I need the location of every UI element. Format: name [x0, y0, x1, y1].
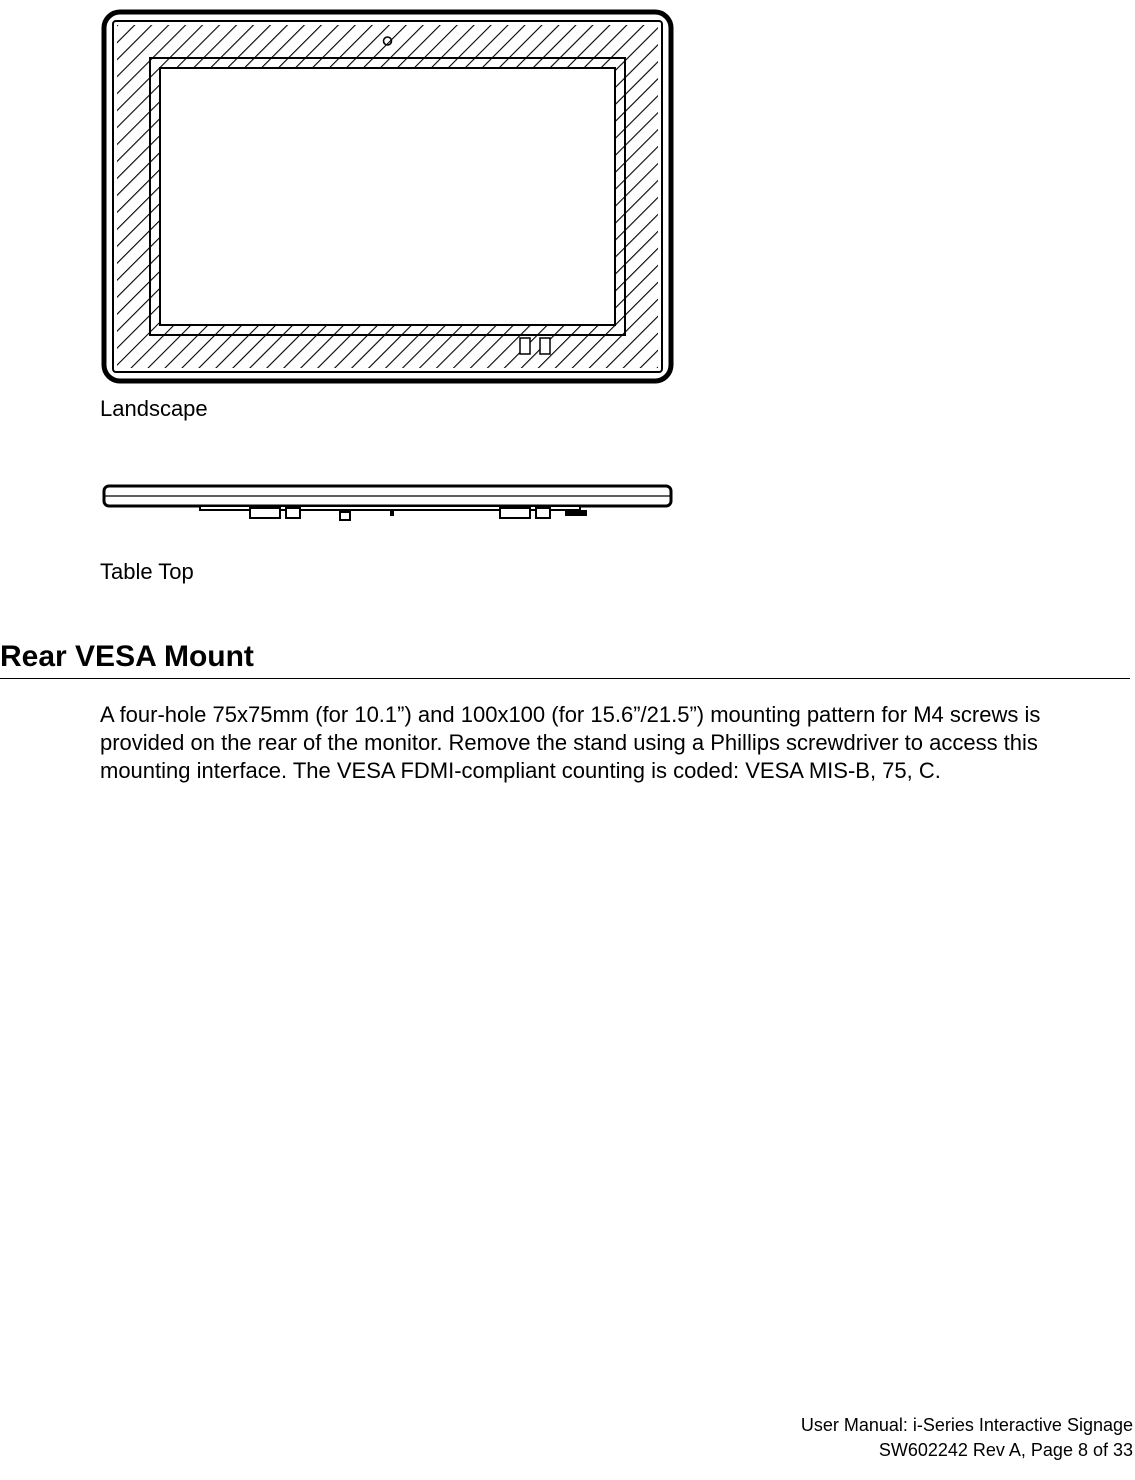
monitor-tabletop-diagram: [100, 482, 675, 524]
footer-line-2: SW602242 Rev A, Page 8 of 33: [801, 1438, 1133, 1462]
content-column: Landscape Table Top Rear VESA Mount A: [100, 0, 1100, 785]
monitor-landscape-diagram: [100, 8, 675, 385]
page: Landscape Table Top Rear VESA Mount A: [0, 0, 1135, 1480]
landscape-caption: Landscape: [100, 396, 1100, 422]
section-heading: Rear VESA Mount: [0, 640, 1130, 679]
figure-tabletop: Table Top: [100, 482, 1100, 585]
page-footer: User Manual: i-Series Interactive Signag…: [801, 1413, 1133, 1462]
footer-line-1: User Manual: i-Series Interactive Signag…: [801, 1413, 1133, 1437]
section-body: A four-hole 75x75mm (for 10.1”) and 100x…: [100, 701, 1100, 785]
tabletop-caption: Table Top: [100, 559, 1100, 585]
figure-landscape: Landscape: [100, 8, 1100, 422]
